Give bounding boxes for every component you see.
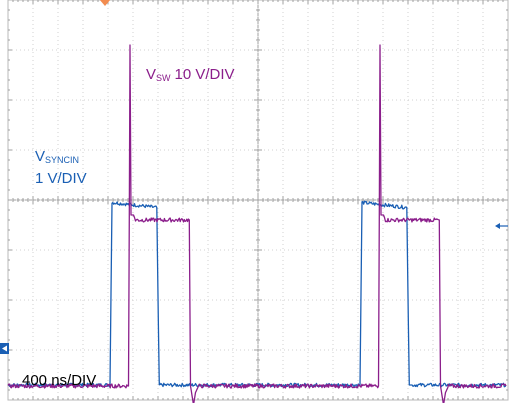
ground-reference-marker bbox=[0, 343, 9, 354]
vsw-trace bbox=[7, 44, 507, 403]
waveform-traces bbox=[7, 44, 507, 403]
vsyncin-scale-label: 1 V/DIV bbox=[35, 170, 87, 187]
vsw-trace-label: VSW 10 V/DIV bbox=[146, 66, 235, 83]
trigger-level-arrow bbox=[495, 223, 508, 229]
trigger-position-marker bbox=[99, 0, 111, 6]
timebase-label: 400 ns/DIV bbox=[22, 372, 96, 389]
graticule bbox=[7, 0, 509, 401]
vsyncin-trace-name: VSYNCIN bbox=[35, 148, 79, 165]
